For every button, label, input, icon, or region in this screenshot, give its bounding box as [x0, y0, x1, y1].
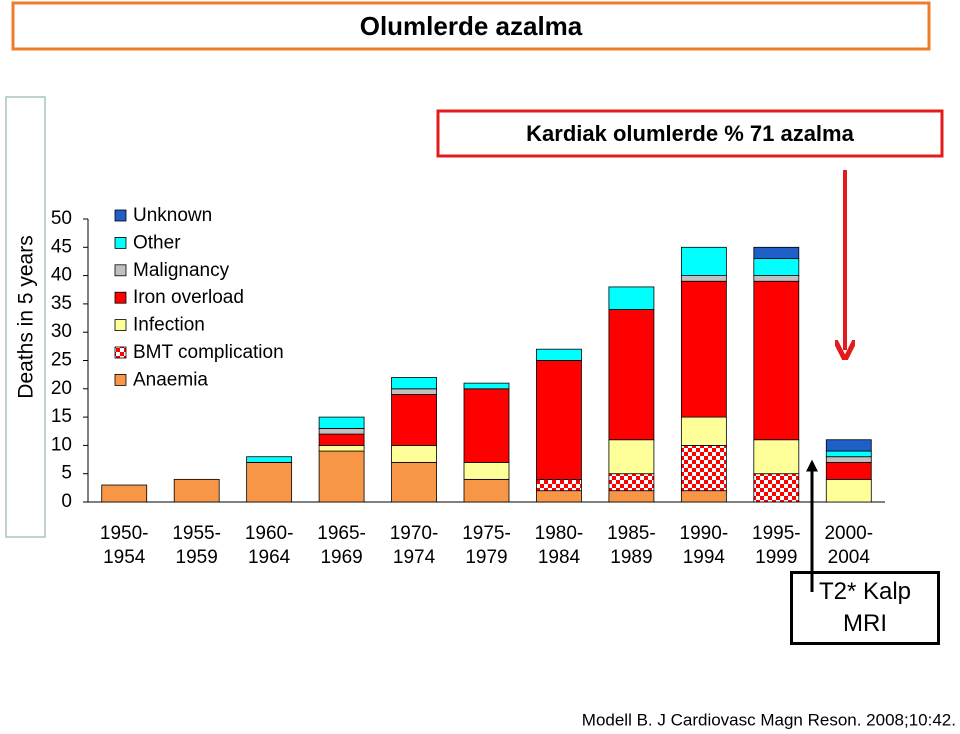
- bar-segment: [680, 490, 727, 503]
- bar-segment: [173, 478, 220, 503]
- bar-segment: [318, 444, 365, 452]
- legend-label: Infection: [133, 315, 205, 336]
- legend-swatch: [114, 209, 127, 222]
- legend-label: Other: [133, 232, 181, 253]
- bar-segment: [463, 478, 510, 503]
- bar-segment: [825, 478, 872, 503]
- bar-segment: [391, 394, 437, 446]
- y-axis-label: Deaths in 5 years: [15, 235, 38, 398]
- x-tick-label: 1985- 1989: [607, 523, 656, 568]
- y-tick-label: 35: [51, 293, 72, 314]
- title-box: [11, 1, 931, 51]
- callout-box: [436, 109, 944, 158]
- bar-segment: [391, 444, 437, 463]
- bar-segment: [753, 473, 800, 503]
- x-tick-label: 1960- 1964: [244, 523, 294, 568]
- y-tick-label: 45: [51, 236, 72, 257]
- bar-segment: [318, 450, 365, 503]
- bar-segment: [753, 246, 800, 260]
- bar-segment: [463, 388, 510, 463]
- bar-segment: [391, 377, 437, 390]
- y-tick-label: 15: [51, 406, 72, 427]
- x-tick-label: 1990- 1994: [679, 523, 729, 568]
- bar-segment: [101, 484, 148, 503]
- bar-segment: [463, 382, 510, 390]
- x-tick-label: 2000- 2004: [824, 523, 874, 568]
- legend-swatch: [114, 264, 127, 277]
- y-tick-label: 10: [51, 434, 72, 455]
- legend-swatch: [114, 373, 127, 386]
- legend-swatch: [114, 291, 127, 304]
- bar-segment: [680, 416, 727, 446]
- y-tick-label: 20: [51, 378, 72, 399]
- bar-segment: [608, 490, 655, 503]
- legend-label: BMT complication: [133, 342, 284, 363]
- y-tick-label: 50: [51, 208, 72, 229]
- legend-swatch: [114, 236, 127, 249]
- bar-segment: [608, 473, 655, 492]
- bar-segment: [680, 444, 727, 492]
- x-tick-label: 1975- 1979: [462, 523, 511, 568]
- bar-segment: [753, 439, 800, 475]
- legend-label: Malignancy: [133, 260, 230, 281]
- bar-segment: [825, 450, 872, 458]
- bar-segment: [318, 416, 365, 429]
- x-tick-label: 1965- 1969: [317, 523, 366, 568]
- citation: Modell B. J Cardiovasc Magn Reson. 2008;…: [582, 710, 956, 729]
- title: Olumlerde azalma: [360, 11, 583, 41]
- bar-segment: [391, 461, 437, 503]
- bar-segment: [391, 388, 437, 395]
- bar-segment: [680, 280, 727, 418]
- bar-segment: [825, 461, 872, 480]
- note-box: T2* Kalp MRI: [790, 571, 940, 645]
- bar-segment: [536, 348, 582, 361]
- bar-segment: [246, 456, 293, 463]
- bar-segment: [753, 280, 800, 441]
- bar-segment: [246, 461, 293, 503]
- legend-swatch: [114, 319, 127, 332]
- y-tick-label: 5: [61, 463, 72, 484]
- y-label-box: [5, 96, 46, 538]
- y-tick-label: 30: [51, 321, 72, 342]
- bar-segment: [318, 433, 365, 446]
- bar-segment: [680, 275, 727, 282]
- y-tick-label: 25: [51, 350, 72, 371]
- bar-segment: [536, 490, 582, 503]
- bar-segment: [608, 439, 655, 475]
- legend-label: Iron overload: [133, 287, 244, 308]
- legend-label: Anaemia: [133, 369, 208, 390]
- legend-label: Unknown: [133, 205, 212, 226]
- bar-segment: [825, 456, 872, 463]
- bar-segment: [753, 258, 800, 276]
- bar-segment: [608, 286, 655, 310]
- bar-segment: [536, 360, 582, 480]
- x-tick-label: 1980- 1984: [534, 523, 584, 568]
- bar-segment: [536, 478, 582, 492]
- bar-segment: [608, 309, 655, 441]
- bar-segment: [753, 275, 800, 282]
- x-tick-label: 1955- 1959: [172, 523, 221, 568]
- x-tick-label: 1950- 1954: [99, 523, 149, 568]
- x-tick-label: 1970- 1974: [389, 523, 439, 568]
- legend-swatch: [114, 346, 127, 359]
- bar-segment: [825, 439, 872, 452]
- bar-segment: [680, 246, 727, 277]
- bar-segment: [318, 428, 365, 435]
- bar-segment: [463, 461, 510, 480]
- callout: Kardiak olumlerde % 71 azalma: [526, 121, 854, 146]
- y-tick-label: 40: [51, 265, 72, 286]
- y-tick-label: 0: [61, 491, 72, 512]
- x-tick-label: 1995- 1999: [752, 523, 801, 568]
